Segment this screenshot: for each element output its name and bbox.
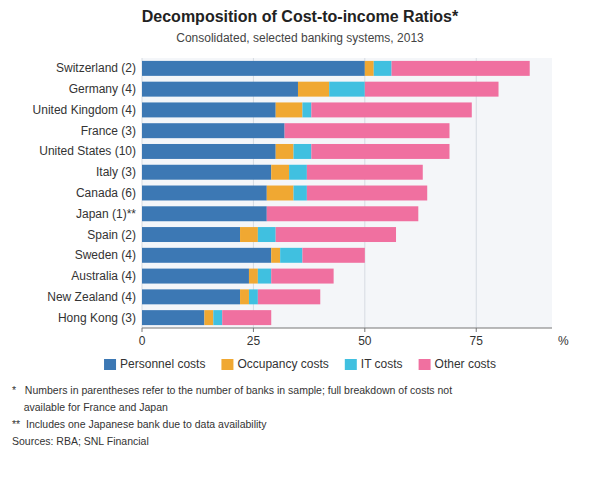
bar-segment	[258, 269, 271, 284]
bar-segment	[249, 269, 258, 284]
bar-segment	[307, 186, 427, 201]
legend-label: Other costs	[435, 357, 496, 371]
category-label: France (3)	[81, 124, 136, 138]
bar-segment	[142, 123, 285, 138]
footnote: ** Includes one Japanese bank due to dat…	[12, 418, 267, 430]
legend-label: IT costs	[361, 357, 403, 371]
bar-segment	[267, 206, 419, 221]
legend-label: Personnel costs	[120, 357, 205, 371]
x-tick-label: 50	[358, 334, 372, 348]
x-tick	[142, 328, 143, 332]
bar-segment	[142, 248, 271, 263]
category-label: Canada (6)	[76, 186, 136, 200]
category-label: United Kingdom (4)	[33, 103, 136, 117]
bar-segment	[142, 186, 267, 201]
bar-segment	[276, 102, 303, 117]
category-label: Switzerland (2)	[56, 61, 136, 75]
bars	[142, 61, 530, 325]
bar-segment	[271, 248, 280, 263]
footnote: available for France and Japan	[12, 401, 168, 413]
legend-swatch	[221, 359, 233, 370]
bar-segment	[311, 102, 471, 117]
bar-segment	[142, 310, 204, 325]
bar-segment	[142, 82, 298, 97]
legend-label: Occupancy costs	[237, 357, 328, 371]
bar-segment	[285, 123, 450, 138]
bar-segment	[142, 227, 240, 242]
bar-segment	[365, 82, 499, 97]
bar-segment	[240, 289, 249, 304]
bar-segment	[307, 165, 423, 180]
category-label: Hong Kong (3)	[58, 311, 136, 325]
bar-segment	[302, 248, 364, 263]
footnote: * Numbers in parentheses refer to the nu…	[12, 384, 452, 396]
bar-segment	[249, 289, 258, 304]
x-tick	[253, 328, 254, 332]
category-label: United States (10)	[39, 144, 136, 158]
legend-swatch	[419, 359, 431, 370]
x-tick-label: 25	[247, 334, 261, 348]
bar-segment	[289, 165, 307, 180]
bar-segment	[204, 310, 213, 325]
category-label: Spain (2)	[87, 228, 136, 242]
bar-segment	[280, 248, 302, 263]
bar-segment	[142, 102, 276, 117]
bar-segment	[267, 186, 294, 201]
x-tick-label: 75	[470, 334, 484, 348]
category-label: Germany (4)	[69, 82, 136, 96]
bar-segment	[311, 144, 449, 159]
bar-segment	[365, 61, 374, 76]
bar-segment	[271, 269, 333, 284]
bar-segment	[258, 289, 320, 304]
category-label: Sweden (4)	[75, 248, 136, 262]
bar-segment	[329, 82, 365, 97]
bar-segment	[374, 61, 392, 76]
plot-area	[142, 58, 552, 328]
chart: Decomposition of Cost-to-income Ratios* C…	[0, 0, 600, 488]
category-label: New Zealand (4)	[47, 290, 136, 304]
legend: Personnel costs Occupancy costs IT costs Ot…	[104, 357, 496, 371]
grid-line	[476, 58, 477, 328]
bar-segment	[142, 289, 240, 304]
bar-segment	[258, 227, 276, 242]
bar-segment	[298, 82, 329, 97]
bar-segment	[294, 144, 312, 159]
bar-segment	[142, 165, 271, 180]
bar-segment	[240, 227, 258, 242]
bar-segment	[276, 144, 294, 159]
x-axis-line	[142, 328, 552, 329]
bar-segment	[276, 227, 396, 242]
bar-segment	[294, 186, 307, 201]
bar-segment	[213, 310, 222, 325]
bar-segment	[271, 165, 289, 180]
bar-segment	[142, 61, 365, 76]
bar-segment	[302, 102, 311, 117]
category-label: Australia (4)	[71, 269, 136, 283]
x-axis-label: %	[558, 334, 569, 348]
category-label: Japan (1)**	[76, 207, 136, 221]
legend-swatch	[345, 359, 357, 370]
x-tick-label: 0	[139, 334, 146, 348]
legend-swatch	[104, 359, 116, 370]
bar-segment	[222, 310, 271, 325]
bar-segment	[392, 61, 530, 76]
bar-segment	[142, 269, 249, 284]
x-tick	[476, 328, 477, 332]
category-label: Italy (3)	[96, 165, 136, 179]
footnote: Sources: RBA; SNL Financial	[12, 435, 149, 447]
bar-segment	[142, 206, 267, 221]
x-tick	[364, 328, 365, 332]
title: Decomposition of Cost-to-income Ratios*	[142, 8, 459, 25]
subtitle: Consolidated, selected banking systems, …	[176, 31, 424, 45]
bar-segment	[142, 144, 276, 159]
